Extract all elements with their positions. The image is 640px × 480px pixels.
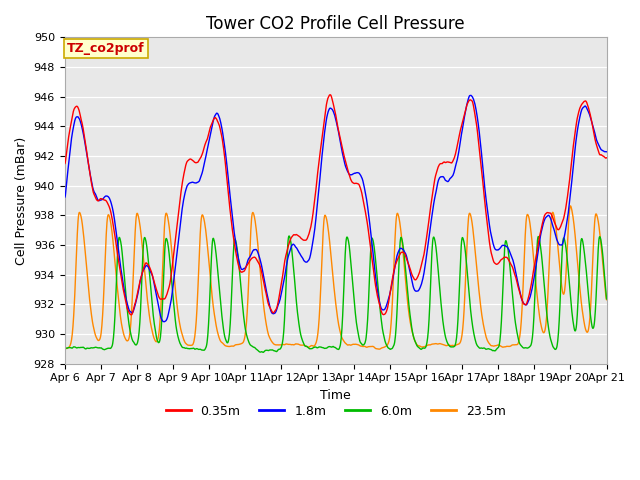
Title: Tower CO2 Profile Cell Pressure: Tower CO2 Profile Cell Pressure <box>206 15 465 33</box>
Text: TZ_co2prof: TZ_co2prof <box>67 42 145 55</box>
Legend: 0.35m, 1.8m, 6.0m, 23.5m: 0.35m, 1.8m, 6.0m, 23.5m <box>161 400 511 423</box>
X-axis label: Time: Time <box>320 389 351 402</box>
Y-axis label: Cell Pressure (mBar): Cell Pressure (mBar) <box>15 136 28 264</box>
